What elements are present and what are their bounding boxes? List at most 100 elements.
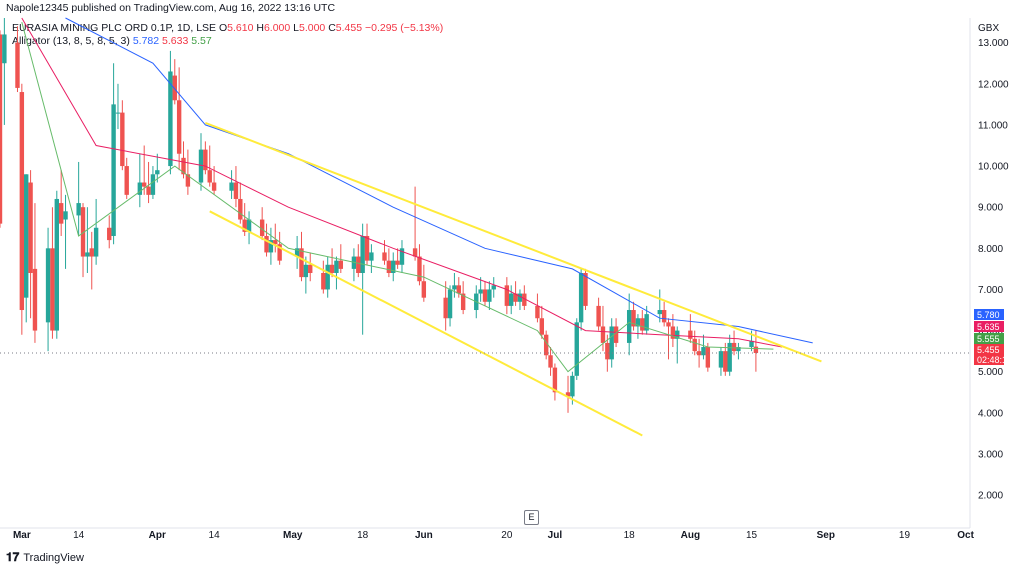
candle-body: [264, 235, 269, 253]
candle-body: [356, 256, 361, 273]
low-label: L: [293, 22, 299, 34]
candle-body: [382, 252, 387, 261]
candle-47: [299, 231, 304, 282]
candle-body: [417, 256, 422, 282]
candle-body: [0, 34, 3, 224]
price-tick-label: 2.000: [978, 491, 1003, 502]
candle-57: [360, 223, 365, 335]
candle-72: [460, 281, 466, 315]
candle-44: [273, 223, 278, 253]
close-value: 5.455: [335, 22, 363, 34]
alligator-layer: [21, 17, 813, 373]
candle-86: [548, 347, 553, 376]
candle-body: [207, 170, 212, 183]
time-tick-label: Mar: [13, 530, 31, 541]
time-tick-label: 19: [899, 530, 911, 541]
price-tag-bg: [974, 333, 1004, 344]
candle-4: [24, 174, 29, 323]
candle-body: [482, 289, 488, 302]
candle-75: [482, 281, 488, 306]
candle-body: [696, 351, 702, 356]
candle-body: [176, 100, 182, 154]
candle-body: [259, 219, 265, 236]
candle-38: [238, 182, 243, 224]
candle-body: [460, 293, 466, 311]
time-tick-label: 14: [209, 530, 221, 541]
candle-82: [522, 285, 527, 311]
candle-body: [535, 305, 540, 319]
candle-108: [688, 314, 693, 343]
trendline-0: [204, 121, 822, 363]
price-axis[interactable]: 2.0003.0004.0005.0006.0007.0008.0009.000…: [978, 38, 1009, 501]
candle-body: [242, 219, 247, 232]
candle-body: [543, 334, 549, 356]
tradingview-brand[interactable]: 𝟏𝟕 TradingView: [6, 550, 84, 565]
earnings-marker-button[interactable]: E: [524, 510, 539, 525]
time-axis[interactable]: Mar 14 Apr 14 May 18 Jun 20 Jul 18 Aug 15 Sep 19 Oct: [13, 530, 975, 541]
candle-68: [443, 281, 448, 331]
time-tick-label: Oct: [957, 530, 974, 541]
candle-40: [246, 211, 252, 245]
candle-body: [675, 330, 680, 339]
candle-14: [85, 207, 90, 273]
candle-body: [753, 346, 759, 353]
time-tick-label: 14: [73, 530, 85, 541]
candle-37: [233, 166, 239, 208]
candle-body: [626, 310, 632, 343]
candle-body: [28, 182, 33, 273]
candle-body: [120, 112, 125, 167]
candle-body: [325, 264, 330, 290]
candle-43: [268, 227, 274, 265]
candle-body: [727, 342, 732, 372]
candle-body: [391, 260, 396, 273]
candle-84: [539, 305, 545, 339]
candle-body: [509, 293, 514, 306]
candle-91: [578, 268, 584, 331]
candle-body: [233, 182, 239, 199]
candle-body: [631, 310, 636, 327]
candle-17: [107, 215, 112, 249]
candle-70: [452, 273, 457, 298]
candle-body: [246, 219, 252, 232]
candle-body: [54, 198, 60, 331]
tradingview-logo-icon: 𝟏𝟕: [6, 550, 20, 564]
candle-110: [696, 338, 702, 368]
time-tick-label: 18: [624, 530, 636, 541]
price-tag-bg: [974, 309, 1004, 320]
candle-body: [273, 240, 278, 245]
currency-label: GBX: [978, 23, 999, 34]
candle-48: [303, 256, 309, 294]
lips-value: 5.57: [191, 35, 212, 47]
candle-body: [578, 273, 584, 323]
candle-79: [509, 285, 514, 315]
candle-41: [259, 207, 265, 241]
candle-101: [640, 310, 645, 335]
candle-117: [736, 342, 741, 360]
candle-body: [115, 112, 121, 114]
candle-body: [640, 318, 645, 331]
candle-body: [749, 340, 754, 348]
time-tick-label: 15: [746, 530, 758, 541]
candle-12: [76, 161, 81, 236]
candle-body: [443, 297, 448, 319]
high-label: H: [256, 22, 264, 34]
price-tag-text: 5.455: [977, 345, 1000, 355]
low-value: 5.000: [298, 22, 326, 34]
candle-67: [421, 264, 427, 302]
time-tick-label: Apr: [149, 530, 166, 541]
candle-33: [203, 141, 208, 175]
candle-59: [369, 244, 374, 273]
price-tag: 02:48:13: [974, 354, 1012, 365]
candle-58: [364, 223, 370, 265]
candle-body: [299, 248, 304, 278]
candle-71: [456, 277, 461, 298]
candle-85: [543, 330, 549, 360]
high-value: 6.000: [263, 22, 291, 34]
candle-107: [675, 326, 680, 364]
candle-52: [329, 248, 335, 278]
price-tag-bg: [974, 354, 1004, 365]
candle-body: [2, 34, 7, 64]
candle-body: [181, 157, 186, 175]
